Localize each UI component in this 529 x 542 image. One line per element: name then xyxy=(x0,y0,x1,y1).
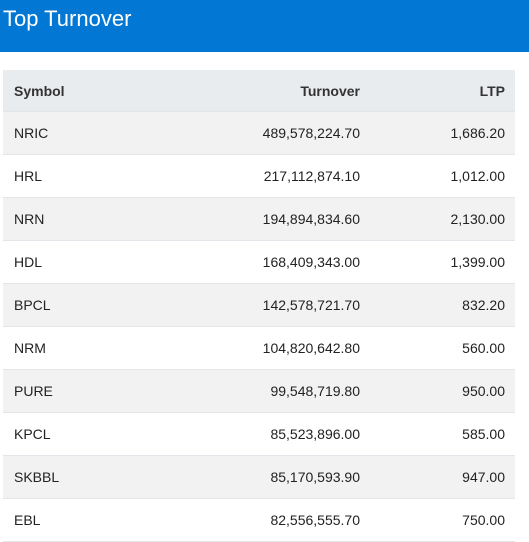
cell-turnover: 99,548,719.80 xyxy=(270,383,360,399)
cell-ltp: 750.00 xyxy=(462,512,505,528)
cell-turnover: 489,578,224.70 xyxy=(262,125,360,141)
page-title: Top Turnover xyxy=(3,6,132,31)
cell-symbol[interactable]: PURE xyxy=(14,383,53,399)
cell-turnover: 85,523,896.00 xyxy=(270,426,360,442)
cell-turnover: 217,112,874.10 xyxy=(263,168,360,184)
cell-turnover: 104,820,642.80 xyxy=(262,340,360,356)
cell-ltp: 2,130.00 xyxy=(450,211,506,227)
cell-ltp: 832.20 xyxy=(462,297,505,313)
cell-turnover: 142,578,721.70 xyxy=(262,297,360,313)
table-row[interactable]: NRN 194,894,834.60 2,130.00 xyxy=(3,198,515,241)
table-row[interactable]: KPCL 85,523,896.00 585.00 xyxy=(3,413,515,456)
table-row[interactable]: HRL 217,112,874.10 1,012.00 xyxy=(3,155,515,198)
table-header-row: Symbol Turnover LTP xyxy=(3,70,515,112)
cell-ltp: 1,012.00 xyxy=(450,168,506,184)
cell-ltp: 1,399.00 xyxy=(450,254,506,270)
cell-symbol[interactable]: NRIC xyxy=(14,125,49,141)
cell-symbol[interactable]: HRL xyxy=(14,168,43,184)
cell-symbol[interactable]: NRM xyxy=(14,340,46,356)
cell-turnover: 194,894,834.60 xyxy=(262,211,360,227)
cell-symbol[interactable]: EBL xyxy=(14,512,41,528)
cell-symbol[interactable]: SKBBL xyxy=(14,469,60,485)
cell-ltp: 950.00 xyxy=(462,383,505,399)
cell-symbol[interactable]: KPCL xyxy=(14,426,51,442)
cell-turnover: 168,409,343.00 xyxy=(262,254,360,270)
column-header-symbol[interactable]: Symbol xyxy=(14,82,65,99)
cell-turnover: 85,170,593.90 xyxy=(270,469,360,485)
table-row[interactable]: SKBBL 85,170,593.90 947.00 xyxy=(3,456,515,499)
cell-ltp: 585.00 xyxy=(462,426,505,442)
table-row[interactable]: NRM 104,820,642.80 560.00 xyxy=(3,327,515,370)
cell-symbol[interactable]: HDL xyxy=(14,254,43,270)
cell-turnover: 82,556,555.70 xyxy=(270,512,360,528)
table-row[interactable]: PURE 99,548,719.80 950.00 xyxy=(3,370,515,413)
cell-symbol[interactable]: BPCL xyxy=(14,297,51,313)
cell-symbol[interactable]: NRN xyxy=(14,211,45,227)
page-header: Top Turnover xyxy=(0,0,529,52)
cell-ltp: 947.00 xyxy=(462,469,505,485)
table-row[interactable]: EBL 82,556,555.70 750.00 xyxy=(3,499,515,542)
table-row[interactable]: HDL 168,409,343.00 1,399.00 xyxy=(3,241,515,284)
column-header-turnover[interactable]: Turnover xyxy=(300,82,360,99)
cell-ltp: 1,686.20 xyxy=(450,125,506,141)
column-header-ltp[interactable]: LTP xyxy=(479,82,505,99)
top-turnover-table: Symbol Turnover LTP NRIC 489,578,224.70 … xyxy=(3,70,515,542)
cell-ltp: 560.00 xyxy=(462,340,505,356)
table-row[interactable]: BPCL 142,578,721.70 832.20 xyxy=(3,284,515,327)
table-row[interactable]: NRIC 489,578,224.70 1,686.20 xyxy=(3,112,515,155)
